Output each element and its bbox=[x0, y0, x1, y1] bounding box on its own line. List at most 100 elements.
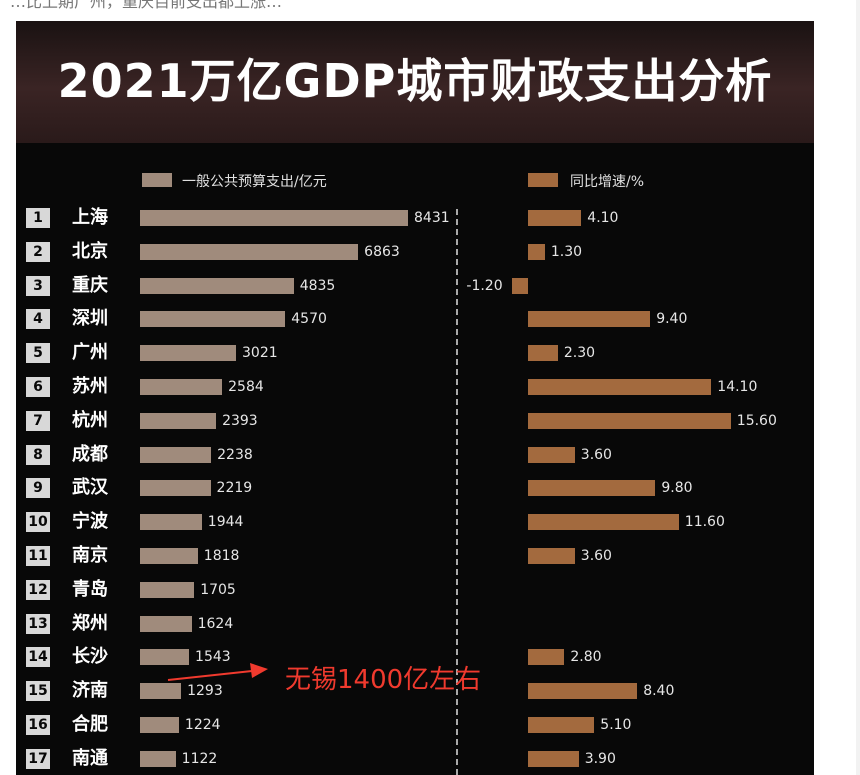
growth-value-label: 1.30 bbox=[550, 243, 583, 260]
expenditure-bar bbox=[140, 210, 408, 226]
legend-swatch-expenditure bbox=[142, 173, 172, 187]
growth-bar bbox=[528, 379, 712, 395]
growth-bar bbox=[528, 548, 575, 564]
rank-badge: 14 bbox=[26, 647, 50, 668]
growth-value-label: 3.90 bbox=[584, 750, 616, 767]
expenditure-value-label: 1224 bbox=[184, 717, 221, 733]
city-label: 南京 bbox=[72, 545, 108, 566]
city-label: 苏州 bbox=[72, 376, 108, 397]
rank-badge: 11 bbox=[26, 546, 50, 566]
growth-value-label: 9.80 bbox=[661, 480, 693, 497]
rank-badge: 15 bbox=[26, 681, 50, 702]
growth-bar bbox=[528, 311, 651, 328]
rank-badge: 12 bbox=[26, 579, 50, 600]
city-label: 合肥 bbox=[72, 714, 108, 735]
expenditure-bar bbox=[140, 750, 176, 767]
growth-bar bbox=[528, 480, 656, 497]
expenditure-bar bbox=[140, 548, 198, 564]
annotation-text: 无锡1400亿左右 bbox=[285, 665, 482, 695]
expenditure-bar bbox=[140, 277, 294, 294]
expenditure-bar bbox=[140, 717, 179, 733]
annotation-arrow-line bbox=[167, 670, 253, 681]
expenditure-value-label: 1543 bbox=[195, 649, 231, 666]
expenditure-bar bbox=[140, 683, 182, 700]
city-label: 武汉 bbox=[72, 477, 108, 499]
legend-label-expenditure: 一般公共预算支出/亿元 bbox=[182, 174, 327, 190]
expenditure-value-label: 1122 bbox=[181, 750, 218, 767]
expenditure-value-label: 2238 bbox=[217, 446, 253, 463]
expenditure-bar bbox=[140, 446, 212, 463]
city-label: 长沙 bbox=[72, 646, 108, 668]
expenditure-bar bbox=[140, 649, 190, 666]
rank-badge: 13 bbox=[26, 613, 50, 634]
expenditure-bar bbox=[140, 243, 359, 260]
growth-value-label: 4.10 bbox=[587, 210, 619, 226]
expenditure-value-label: 1818 bbox=[203, 548, 240, 564]
expenditure-value-label: 8431 bbox=[414, 210, 450, 226]
growth-value-label: 2.30 bbox=[563, 345, 596, 362]
expenditure-bar bbox=[140, 514, 202, 531]
city-label: 广州 bbox=[72, 342, 108, 364]
page-scrollbar-track[interactable] bbox=[856, 0, 860, 775]
city-label: 北京 bbox=[72, 240, 108, 262]
rank-badge: 16 bbox=[26, 715, 50, 735]
expenditure-bar bbox=[140, 615, 192, 632]
rank-badge: 4 bbox=[26, 309, 50, 330]
growth-bar bbox=[528, 683, 638, 700]
growth-bar bbox=[528, 750, 579, 767]
city-label: 上海 bbox=[72, 207, 108, 228]
city-label: 南通 bbox=[72, 747, 108, 769]
zero-divider-line bbox=[456, 209, 458, 775]
growth-value-label: 9.40 bbox=[656, 311, 688, 328]
title-band: 2021万亿GDP城市财政支出分析 bbox=[16, 21, 814, 143]
growth-value-label: 2.80 bbox=[570, 649, 602, 666]
city-label: 济南 bbox=[72, 680, 108, 702]
expenditure-value-label: 1944 bbox=[207, 514, 244, 531]
expenditure-value-label: 2393 bbox=[222, 412, 258, 429]
growth-value-label: 11.60 bbox=[684, 514, 725, 531]
expenditure-value-label: 2584 bbox=[228, 379, 264, 395]
expenditure-value-label: 3021 bbox=[242, 345, 278, 362]
city-label: 宁波 bbox=[72, 511, 108, 533]
growth-value-label: 3.60 bbox=[580, 446, 612, 463]
rank-badge: 8 bbox=[26, 444, 50, 465]
rank-badge: 6 bbox=[26, 377, 50, 397]
expenditure-value-label: 1624 bbox=[197, 615, 234, 632]
growth-value-label: 8.40 bbox=[643, 683, 675, 700]
expenditure-bar bbox=[140, 311, 286, 328]
expenditure-value-label: 4570 bbox=[291, 311, 327, 328]
expenditure-value-label: 1705 bbox=[200, 581, 236, 598]
annotation-arrow-head bbox=[250, 663, 268, 678]
growth-value-label: 14.10 bbox=[717, 379, 758, 395]
legend-swatch-growth bbox=[528, 173, 558, 187]
rank-badge: 1 bbox=[26, 208, 50, 228]
growth-bar bbox=[528, 717, 595, 733]
rank-badge: 10 bbox=[26, 512, 50, 533]
growth-bar bbox=[528, 446, 575, 463]
growth-bar bbox=[528, 649, 565, 666]
rank-badge: 9 bbox=[26, 478, 50, 499]
expenditure-bar bbox=[140, 379, 223, 395]
rank-badge: 17 bbox=[26, 748, 50, 769]
city-label: 杭州 bbox=[72, 409, 108, 431]
rank-badge: 5 bbox=[26, 343, 50, 364]
growth-value-label: 15.60 bbox=[736, 412, 777, 429]
growth-bar bbox=[528, 412, 731, 429]
chart-panel: 2021万亿GDP城市财政支出分析 一般公共预算支出/亿元 同比增速/% 1 上海… bbox=[16, 21, 814, 775]
expenditure-bar bbox=[140, 412, 217, 429]
growth-value-label: -1.20 bbox=[466, 277, 503, 294]
rank-badge: 2 bbox=[26, 241, 50, 262]
city-label: 青岛 bbox=[72, 578, 108, 600]
expenditure-value-label: 4835 bbox=[299, 277, 336, 294]
city-label: 重庆 bbox=[72, 274, 108, 296]
expenditure-bar bbox=[140, 581, 195, 598]
expenditure-value-label: 6863 bbox=[364, 243, 400, 260]
city-label: 成都 bbox=[72, 443, 108, 465]
rank-badge: 7 bbox=[26, 410, 50, 431]
expenditure-bar bbox=[140, 345, 237, 362]
expenditure-value-label: 2219 bbox=[216, 480, 253, 497]
growth-bar bbox=[512, 277, 528, 294]
growth-value-label: 5.10 bbox=[600, 717, 632, 733]
growth-bar bbox=[528, 243, 545, 260]
expenditure-value-label: 1293 bbox=[187, 683, 223, 700]
